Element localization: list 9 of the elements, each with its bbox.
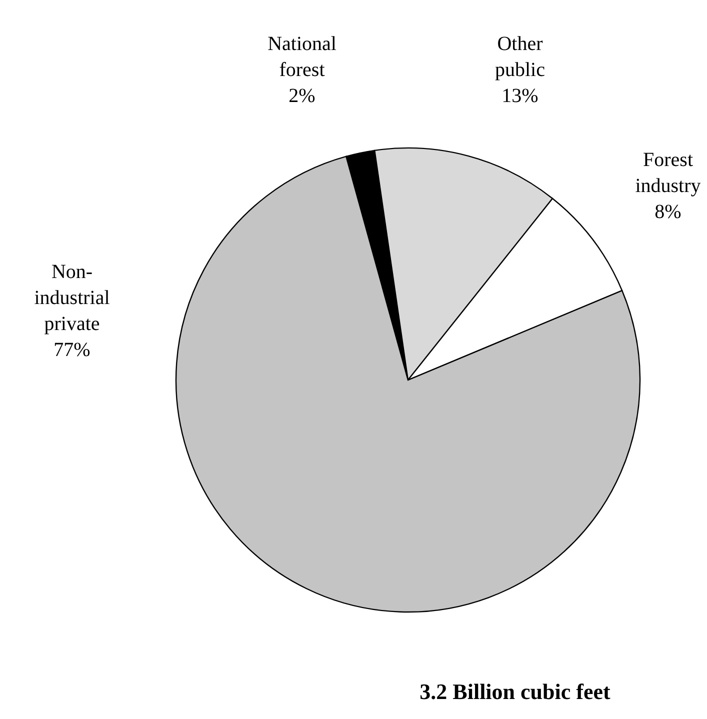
- data-label: 13%: [502, 85, 538, 107]
- data-label: 2%: [288, 85, 316, 107]
- slice-label: National forest: [268, 33, 337, 81]
- slice-label: Forest industry: [635, 149, 701, 197]
- text: 3.2 Billion cubic feet: [420, 679, 611, 704]
- data-label: 77%: [54, 339, 90, 361]
- slice-label: Non-industrial private: [34, 261, 110, 335]
- slice-label: Other public: [495, 33, 546, 81]
- data-label: 8%: [654, 201, 682, 223]
